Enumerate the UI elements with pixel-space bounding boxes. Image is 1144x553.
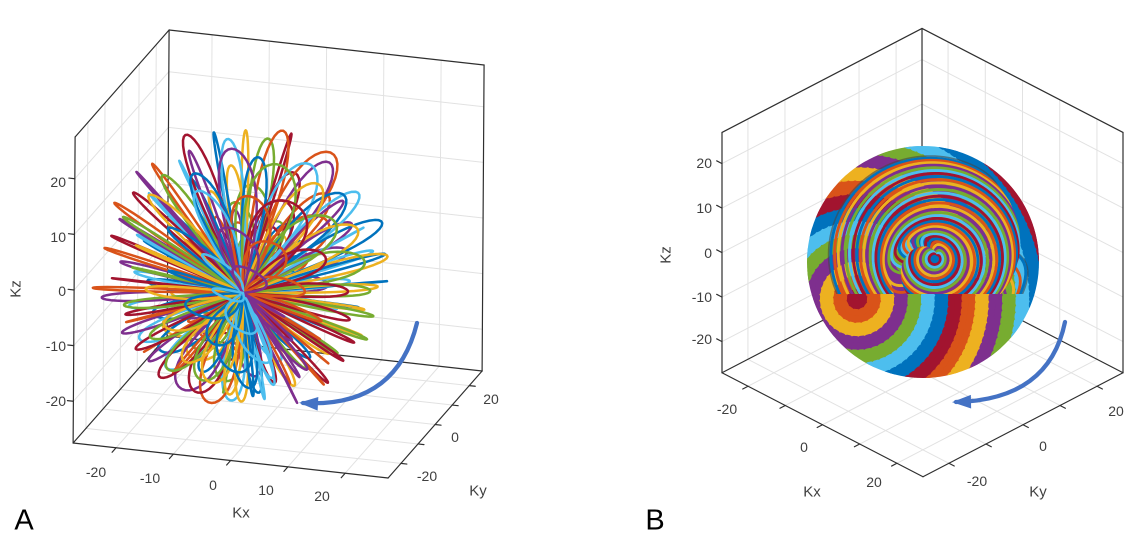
tick-label-A-y1: 0 [451,429,459,445]
tick-label-A-z3: -10 [45,338,66,354]
tick-label-B-z0: 20 [696,155,712,171]
tick-label-B-z1: 10 [696,200,712,216]
tick-label-A-z1: 10 [50,229,66,245]
axis-label-ky-panelA: Ky [469,482,487,500]
tick-label-A-y2: -20 [416,468,438,484]
tick-label-B-y1: 0 [1039,438,1047,454]
tick-label-B-x1: 0 [800,439,808,455]
tick-label-B-z4: -20 [691,331,712,347]
tick-label-B-z3: -10 [691,289,712,305]
tick-label-A-x2: 0 [209,477,217,493]
axis-label-kx-panelA: Kx [232,504,250,522]
tick-label-A-y0: 20 [483,391,499,407]
tick-label-A-x0: -20 [85,464,107,480]
tick-label-B-z2: 0 [704,245,712,261]
tick-label-A-x3: 10 [258,482,274,498]
tick-label-A-z4: -20 [45,393,66,409]
axis-label-kx-panelB: Kx [803,483,821,501]
panel-letter-A: A [14,504,34,537]
tick-label-A-x4: 20 [314,488,330,504]
axis-label-ky-panelB: Ky [1029,483,1047,501]
axis-label-kz-panelB: Kz [657,246,675,264]
tick-label-A-x1: -10 [139,470,161,486]
tick-label-A-z0: 20 [50,174,66,190]
tick-label-B-y0: -20 [966,473,988,489]
tick-label-A-z2: 0 [58,283,66,299]
panel-letter-B: B [645,504,665,537]
tick-label-B-y2: 20 [1108,403,1124,419]
tick-label-B-x2: 20 [866,474,882,490]
tick-label-B-x0: -20 [716,401,738,417]
axis-label-kz-panelA: Kz [7,280,25,298]
